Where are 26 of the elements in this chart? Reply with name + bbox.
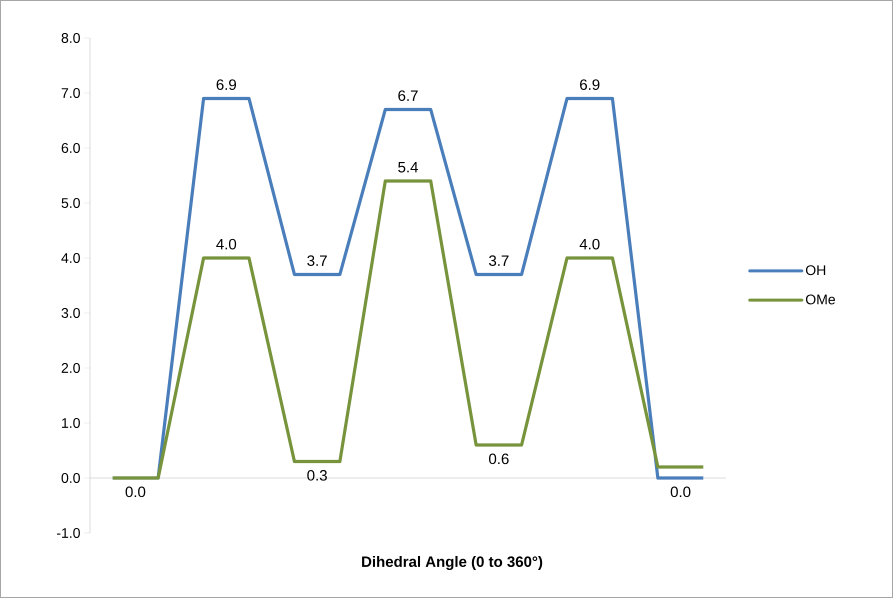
y-tick-label: -1.0 — [56, 528, 80, 538]
data-label: 4.0 — [216, 238, 236, 250]
y-tick-label: 5.0 — [62, 198, 80, 208]
data-label: 6.9 — [216, 79, 236, 90]
y-tick-label: 8.0 — [62, 33, 80, 43]
data-label: 3.7 — [489, 255, 509, 266]
data-label: 4.0 — [580, 238, 600, 250]
y-tick-label: 1.0 — [62, 418, 80, 428]
data-label: 0.6 — [489, 454, 509, 464]
y-tick-label: 6.0 — [62, 143, 80, 153]
data-label: 3.7 — [307, 255, 327, 266]
y-tick-label: 2.0 — [62, 363, 80, 373]
y-tick-label: 4.0 — [61, 253, 80, 263]
data-label: 0.3 — [307, 470, 327, 481]
data-label: 5.4 — [398, 162, 418, 172]
line-series — [111, 179, 705, 480]
data-label: 0.0 — [126, 486, 146, 498]
data-label: 0.0 — [670, 486, 690, 498]
y-tick-label: 7.0 — [62, 88, 80, 98]
legend-label: OMe — [806, 294, 836, 304]
data-label: 6.7 — [398, 90, 418, 101]
x-axis-title: Dihedral Angle (0 to 360°) — [362, 556, 542, 570]
data-label: 6.9 — [580, 79, 600, 90]
y-tick-label: 0.0 — [62, 473, 80, 483]
y-tick-label: 3.0 — [62, 308, 80, 318]
legend-label: OH — [806, 265, 826, 276]
